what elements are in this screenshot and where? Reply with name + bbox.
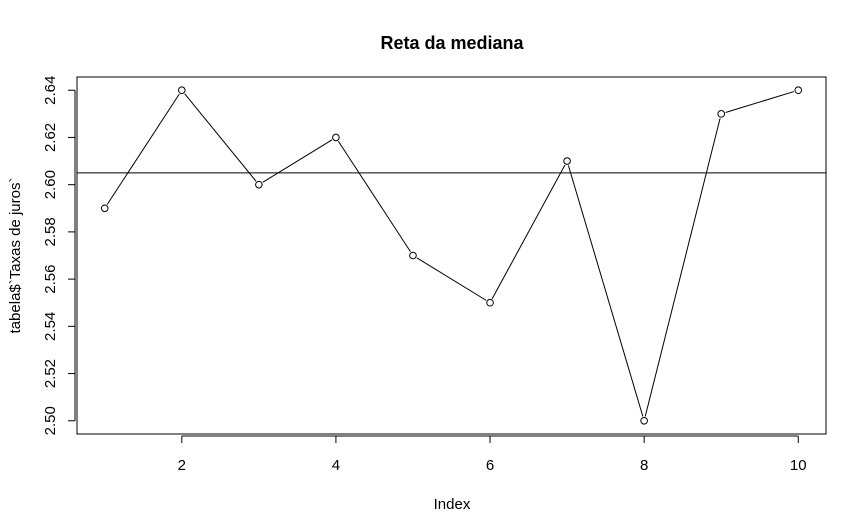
y-tick-label: 2.52	[42, 359, 59, 388]
series-segment	[644, 118, 721, 417]
data-point	[332, 133, 340, 142]
x-tick-label: 4	[332, 457, 340, 474]
x-tick-label: 6	[486, 457, 494, 474]
data-point	[100, 204, 109, 213]
y-tick-label: 2.58	[42, 217, 59, 246]
series-segment	[184, 93, 257, 182]
data-point	[486, 298, 494, 307]
y-tick-label: 2.62	[42, 123, 59, 152]
series-segment	[106, 93, 180, 205]
y-tick-label: 2.60	[42, 170, 59, 199]
series-line	[106, 91, 795, 417]
data-point	[717, 110, 726, 118]
data-point	[409, 251, 417, 260]
series-segment	[725, 91, 795, 113]
y-tick-label: 2.64	[42, 76, 59, 105]
data-points	[100, 86, 803, 425]
x-tick-label: 10	[790, 457, 807, 474]
x-tick-label: 8	[640, 457, 648, 474]
y-axis: 2.50 2.52 2.54 2.56 2.58 2.60 2.62 2.64	[42, 76, 76, 435]
y-tick-label: 2.56	[42, 265, 59, 294]
y-tick-label: 2.54	[42, 312, 59, 341]
x-tick-label: 2	[178, 457, 186, 474]
x-axis: 2 4 6 8 10	[178, 435, 807, 474]
data-point	[177, 86, 186, 95]
series-segment	[337, 140, 411, 253]
y-axis-label: tabela$`Taxas de juros`	[7, 178, 24, 334]
data-point	[794, 86, 803, 95]
series-segment	[262, 139, 333, 183]
y-tick-label: 2.50	[42, 406, 59, 435]
chart-title: Reta da mediana	[380, 33, 524, 53]
data-point	[563, 157, 571, 165]
series-segment	[491, 164, 566, 300]
plot-frame	[76, 76, 827, 435]
data-point	[640, 416, 648, 425]
series-segment	[567, 165, 644, 417]
x-axis-label: Index	[434, 496, 471, 513]
data-point	[255, 180, 263, 189]
series-segment	[416, 257, 487, 301]
